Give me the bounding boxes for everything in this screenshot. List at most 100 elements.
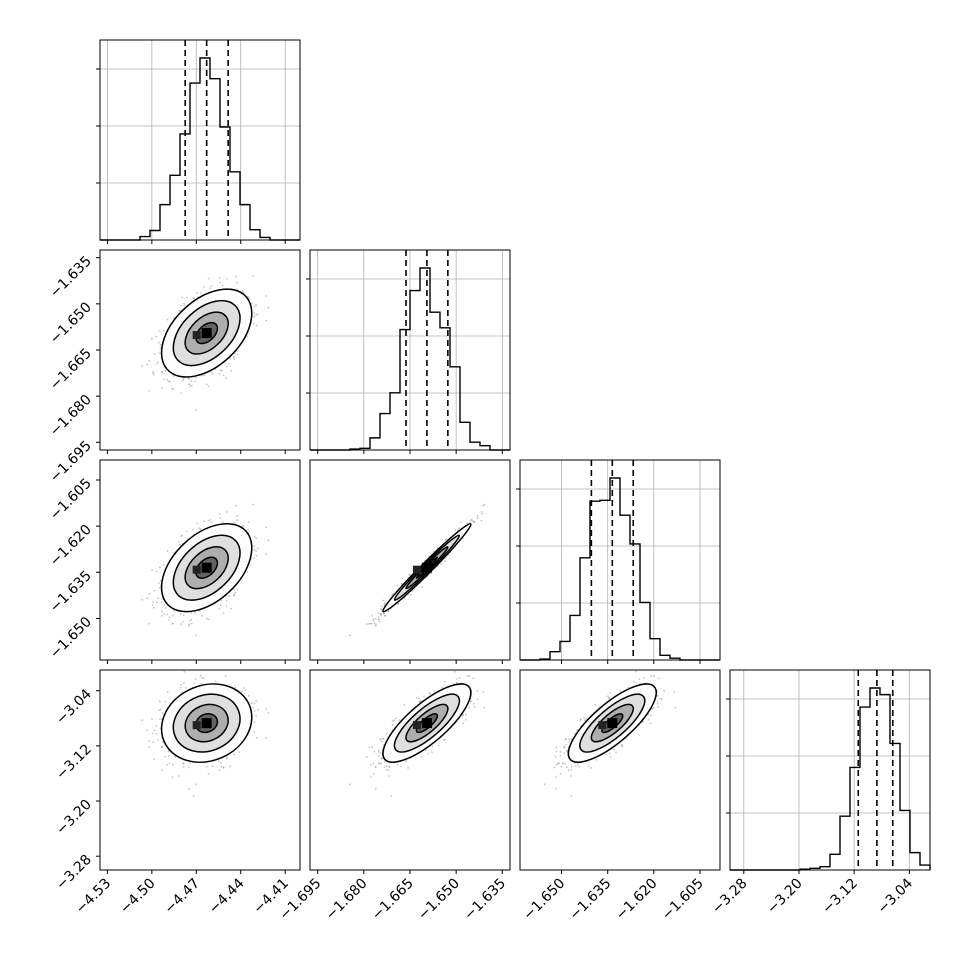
scatter-point [377, 612, 380, 615]
scatter-point [220, 369, 223, 372]
scatter-point [153, 729, 156, 732]
scatter-point [238, 751, 241, 753]
scatter-point [253, 536, 256, 538]
scatter-point [368, 622, 371, 625]
scatter-point [210, 285, 213, 287]
scatter-point [225, 365, 228, 368]
hist-panel-1-frame [309, 249, 511, 451]
scatter-point [236, 288, 239, 291]
scatter-point [148, 746, 151, 749]
scatter-point [219, 369, 222, 371]
scatter-point [265, 552, 268, 555]
scatter-point [155, 724, 158, 727]
scatter-point [233, 358, 236, 360]
scatter-point [162, 329, 165, 332]
scatter-point [181, 621, 184, 623]
scatter-point [454, 529, 457, 531]
scatter-point [225, 511, 228, 513]
scatter-point [225, 605, 228, 608]
scatter-point [199, 291, 202, 294]
scatter-point [151, 732, 154, 735]
scatter-point [257, 708, 259, 711]
scatter-point [380, 614, 383, 617]
scatter-point [192, 528, 195, 531]
scatter-point [172, 614, 174, 617]
scatter-point [179, 309, 182, 312]
scatter-point [178, 541, 180, 543]
scatter-point [456, 678, 458, 680]
scatter-point [253, 549, 256, 551]
scatter-point [193, 297, 196, 299]
scatter-point [205, 617, 208, 620]
scatter-point [168, 762, 171, 765]
scatter-point [469, 519, 472, 522]
scatter-point [233, 594, 236, 597]
scatter-point [480, 519, 483, 522]
scatter-point [189, 762, 191, 765]
scatter-point [190, 622, 193, 625]
scatter-point [207, 385, 210, 388]
scatter-point [472, 677, 474, 680]
scatter-point [159, 343, 162, 346]
scatter-point [146, 729, 149, 732]
scatter-point [164, 755, 167, 758]
scatter-point [168, 380, 171, 383]
scatter-point [257, 313, 259, 316]
scatter-point [220, 765, 223, 768]
scatter-point [166, 318, 169, 321]
scatter-point [178, 310, 180, 312]
scatter-point [236, 519, 239, 522]
scatter-point [374, 765, 377, 768]
scatter-point [265, 295, 268, 297]
scatter-point [181, 534, 183, 537]
scatter-point [230, 369, 233, 372]
scatter-point [253, 721, 256, 723]
scatter-point [253, 312, 256, 314]
scatter-point [377, 616, 380, 619]
scatter-point [166, 691, 169, 694]
scatter-point [155, 335, 158, 338]
scatter-point [253, 731, 255, 733]
scatter-point [159, 352, 161, 355]
scatter-point [255, 550, 257, 552]
scatter-point [229, 765, 231, 768]
scatter-point [396, 764, 399, 766]
scatter-point [222, 612, 225, 615]
scatter-point [161, 712, 164, 715]
scatter-point [173, 375, 176, 378]
scatter-point [246, 335, 249, 338]
scatter-point [155, 570, 158, 573]
scatter-point [203, 520, 206, 523]
scatter-point [203, 286, 206, 288]
scatter-point [244, 689, 247, 692]
density-peak [192, 721, 201, 730]
scatter-point [257, 547, 259, 550]
scatter-point [482, 690, 485, 693]
scatter-point [255, 714, 257, 717]
density-peak [412, 565, 421, 574]
scatter-point [207, 519, 210, 522]
density-peak [192, 565, 201, 574]
scatter-point [217, 760, 220, 762]
scatter-point [248, 521, 250, 523]
scatter-point [373, 750, 376, 753]
scatter-point [219, 281, 222, 284]
scatter-point [185, 296, 188, 299]
scatter-point [267, 711, 270, 714]
hist-panel-3-bg [730, 670, 930, 870]
scatter-point [222, 374, 225, 377]
scatter-point [255, 537, 257, 539]
scatter-point [188, 787, 191, 790]
density-peak [201, 718, 212, 729]
scatter-point [203, 677, 206, 680]
scatter-point [207, 277, 210, 280]
scatter-point [155, 732, 158, 735]
scatter-point [194, 376, 197, 379]
scatter-point [371, 745, 373, 748]
scatter-point [218, 372, 221, 375]
scatter-point [159, 700, 161, 703]
scatter-point [220, 599, 223, 602]
scatter-point [159, 346, 162, 349]
scatter-point [243, 687, 245, 689]
